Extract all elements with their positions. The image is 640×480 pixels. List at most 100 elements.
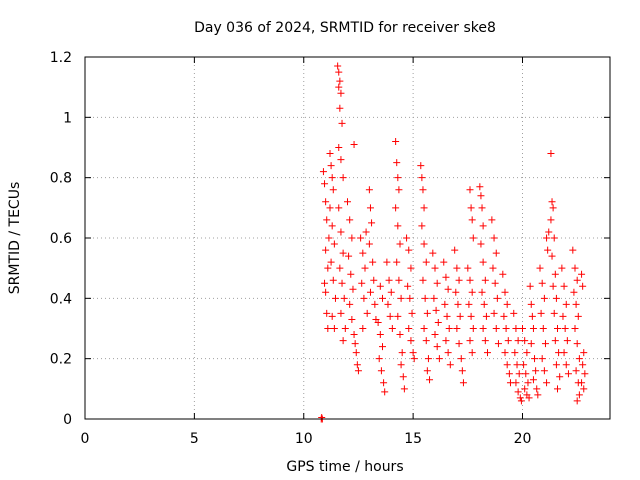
data-point xyxy=(551,337,559,345)
data-point xyxy=(435,355,443,363)
data-point xyxy=(406,294,414,302)
data-point xyxy=(354,367,362,375)
data-point xyxy=(476,183,484,191)
data-point xyxy=(511,349,519,357)
data-point xyxy=(421,294,429,302)
data-point xyxy=(548,198,556,206)
data-point xyxy=(376,331,384,339)
data-point xyxy=(417,162,425,170)
data-point xyxy=(366,204,374,212)
data-point xyxy=(558,264,566,272)
data-point xyxy=(466,337,474,345)
data-point xyxy=(324,264,332,272)
data-point xyxy=(359,249,367,257)
data-point xyxy=(365,240,373,248)
data-point xyxy=(547,150,555,158)
data-point xyxy=(337,228,345,236)
data-point xyxy=(466,186,474,194)
data-point xyxy=(580,349,588,357)
data-point xyxy=(579,282,587,290)
data-point xyxy=(574,312,582,320)
data-point xyxy=(400,385,408,393)
data-point xyxy=(563,337,571,345)
data-point xyxy=(443,312,451,320)
data-point xyxy=(528,312,536,320)
data-point xyxy=(346,300,354,308)
data-point xyxy=(505,370,513,378)
data-point xyxy=(525,394,533,402)
data-point xyxy=(429,249,437,257)
data-point xyxy=(352,349,360,357)
y-tick-label: 0.8 xyxy=(50,171,72,187)
data-point xyxy=(337,156,345,164)
data-point xyxy=(454,300,462,308)
data-point xyxy=(432,306,440,314)
data-point xyxy=(424,355,432,363)
data-point xyxy=(562,300,570,308)
data-point xyxy=(388,325,396,332)
data-point xyxy=(418,222,426,230)
data-point xyxy=(431,331,439,339)
data-point xyxy=(350,140,358,148)
data-point xyxy=(578,379,586,387)
data-point xyxy=(479,258,487,266)
y-tick-label: 0 xyxy=(63,412,72,428)
data-point xyxy=(581,370,589,378)
data-point xyxy=(559,312,567,320)
data-point xyxy=(543,234,551,242)
data-point xyxy=(321,180,329,188)
data-point xyxy=(455,276,463,284)
x-tick-label: 0 xyxy=(81,431,90,447)
data-point xyxy=(493,294,501,302)
data-point xyxy=(540,367,548,375)
data-point xyxy=(467,204,475,212)
data-point xyxy=(374,318,382,326)
data-point xyxy=(503,300,511,308)
grid xyxy=(85,57,610,419)
data-point xyxy=(422,337,430,345)
data-point xyxy=(365,186,373,194)
data-point xyxy=(521,337,529,345)
data-point xyxy=(560,282,568,290)
data-point xyxy=(366,288,374,296)
data-point xyxy=(481,337,489,345)
axis-ticks: 0 5 10 15 20 0 0.2 0.4 0.6 0.8 1 1.2 xyxy=(50,50,610,447)
data-point xyxy=(344,198,351,206)
data-point xyxy=(545,228,553,236)
data-point xyxy=(500,312,508,320)
data-point xyxy=(339,174,347,182)
data-point xyxy=(533,385,541,393)
data-point xyxy=(519,325,526,332)
data-point xyxy=(490,309,498,317)
data-point xyxy=(465,300,473,308)
data-point xyxy=(393,258,401,266)
data-point xyxy=(494,340,502,348)
data-point xyxy=(422,258,430,266)
data-point xyxy=(538,355,546,363)
y-tick-label: 0.6 xyxy=(50,231,72,247)
data-point xyxy=(468,288,476,296)
data-point xyxy=(375,355,383,363)
data-point xyxy=(526,282,534,290)
data-point xyxy=(479,325,487,332)
data-point xyxy=(552,294,560,302)
data-point xyxy=(405,246,413,254)
data-point xyxy=(513,361,521,369)
data-point xyxy=(514,337,522,345)
data-point xyxy=(423,367,431,375)
data-point xyxy=(572,300,580,308)
data-point xyxy=(560,349,568,357)
data-point xyxy=(395,186,403,194)
data-point xyxy=(534,391,542,399)
data-point xyxy=(336,77,344,85)
data-point xyxy=(575,355,583,363)
data-point xyxy=(420,240,428,248)
data-point xyxy=(323,216,331,224)
data-point xyxy=(336,264,344,272)
data-points xyxy=(317,62,589,423)
data-point xyxy=(398,349,406,357)
data-point xyxy=(550,234,558,242)
data-point xyxy=(451,246,459,254)
data-point xyxy=(403,234,411,242)
data-point xyxy=(371,300,379,308)
